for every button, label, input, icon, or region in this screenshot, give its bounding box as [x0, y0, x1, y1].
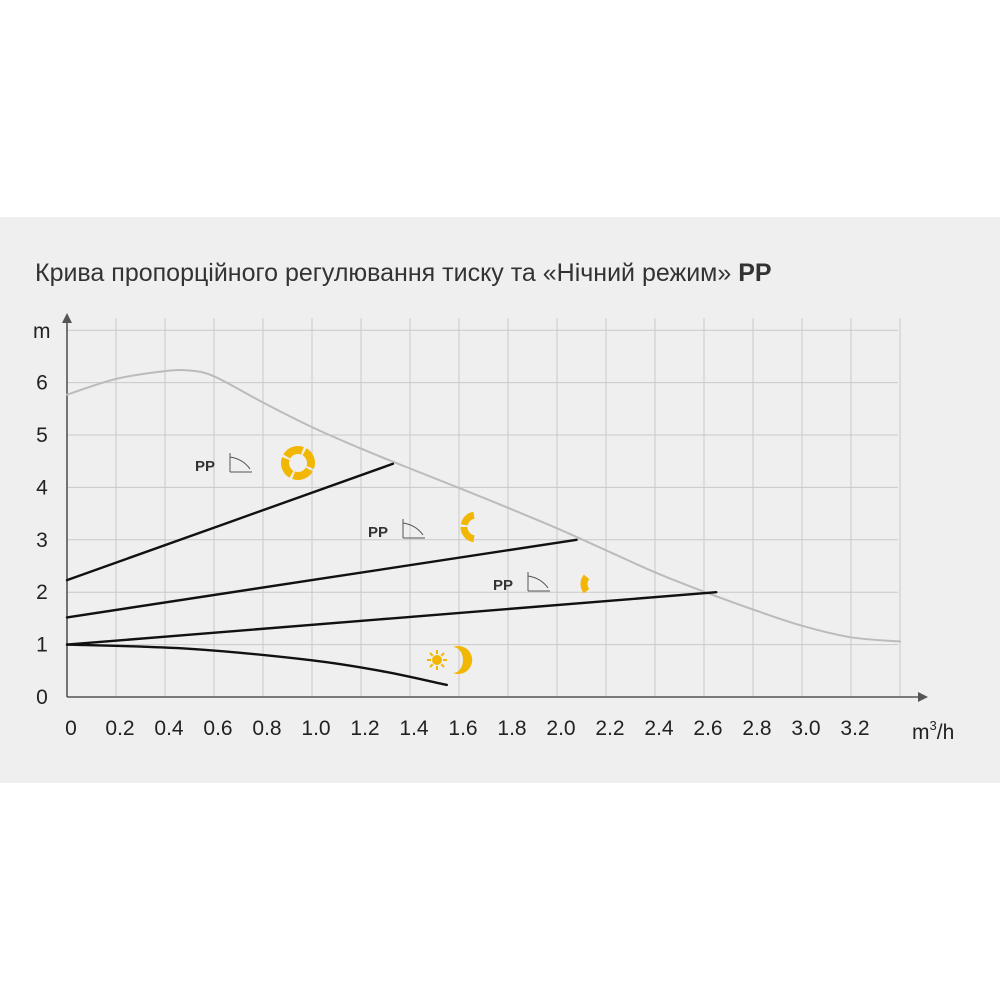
speed-low-icon	[580, 574, 590, 594]
x-tick-label: 0	[65, 717, 77, 740]
x-tick-label: 1.4	[399, 717, 429, 740]
y-axis-label: m	[33, 320, 51, 343]
night-mode-line	[65, 643, 448, 687]
ring-segment	[302, 448, 315, 469]
x-tick-label: 1.6	[448, 717, 477, 740]
speed-high-icon	[281, 446, 315, 480]
y-tick-label: 6	[36, 372, 48, 395]
y-tick-label: 0	[36, 686, 48, 709]
pp-mid-line	[65, 538, 578, 619]
x-tick-label: 2.0	[546, 717, 575, 740]
x-axis-label: m3/h	[912, 718, 954, 744]
pp-label: PP	[493, 577, 513, 594]
y-tick-label: 4	[36, 476, 48, 499]
x-tick-label: 1.2	[350, 717, 379, 740]
chart-panel	[0, 217, 1000, 783]
x-tick-label: 2.8	[742, 717, 771, 740]
y-tick-label: 3	[36, 529, 48, 552]
x-axis-arrow	[918, 692, 928, 702]
chart-title: Крива пропорційного регулювання тиску та…	[35, 259, 772, 287]
pp-high-line	[65, 462, 395, 582]
y-tick-label: 1	[36, 634, 48, 657]
moon-shape	[453, 646, 473, 674]
series-lines	[65, 368, 901, 687]
max-curve-line	[66, 368, 901, 643]
mode-labels: PP PP PP	[195, 446, 590, 674]
x-tick-label: 0.4	[154, 717, 184, 740]
axes	[62, 313, 928, 702]
y-tick-label: 5	[36, 424, 48, 447]
x-tick-label: 3.0	[791, 717, 820, 740]
x-tick-label: 2.4	[644, 717, 674, 740]
ring-segment	[281, 457, 294, 478]
sun-ray	[429, 652, 434, 657]
sun-ray	[429, 663, 434, 668]
sun-ray	[440, 663, 445, 668]
x-tick-label: 0.8	[252, 717, 281, 740]
ring-segment	[460, 526, 475, 543]
ring-segment	[460, 511, 475, 526]
grid	[67, 318, 901, 697]
x-tick-label: 1.8	[497, 717, 526, 740]
x-tick-label: 2.6	[693, 717, 722, 740]
ring-segment	[283, 446, 304, 459]
speed-mid-icon	[460, 511, 475, 543]
sun-core	[432, 655, 442, 665]
curve-glyph-icon	[229, 453, 252, 473]
y-tick-labels: 0 1 2 3 4 5 6	[36, 372, 48, 709]
x-tick-labels: 0 0.2 0.4 0.6 0.8 1.0 1.2 1.4 1.6 1.8 2.0 2.2 2.4 2.6…	[65, 717, 869, 740]
night-mode-icon	[427, 646, 473, 674]
x-tick-label: 0.2	[105, 717, 134, 740]
ring-segment	[292, 467, 313, 480]
x-tick-label: 0.6	[203, 717, 232, 740]
ring-segment	[580, 574, 590, 594]
x-tick-label: 1.0	[301, 717, 330, 740]
curve-glyph-icon	[527, 572, 550, 592]
sun-ray	[440, 652, 445, 657]
y-tick-label: 2	[36, 581, 48, 604]
pp-label: PP	[195, 458, 215, 475]
curve-glyph-icon	[402, 519, 425, 539]
x-tick-label: 2.2	[595, 717, 624, 740]
y-axis-arrow	[62, 313, 72, 323]
x-tick-label: 3.2	[840, 717, 869, 740]
pp-low-line	[65, 591, 718, 646]
pp-label: PP	[368, 524, 388, 541]
